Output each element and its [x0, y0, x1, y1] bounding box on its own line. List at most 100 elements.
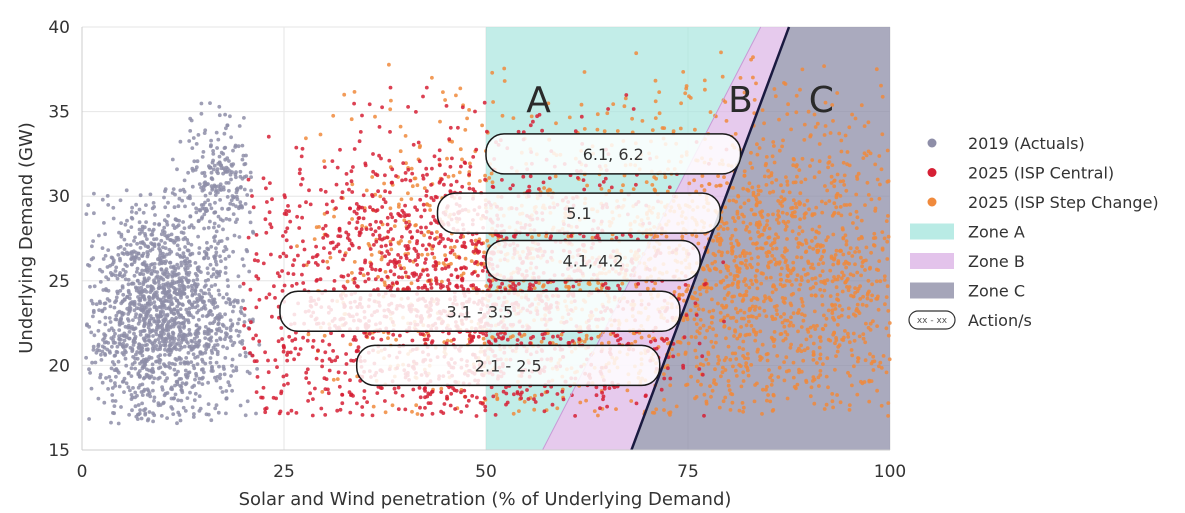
data-point [234, 365, 239, 370]
data-point [785, 273, 790, 278]
data-point [674, 404, 679, 409]
data-point [247, 210, 252, 215]
data-point [587, 282, 592, 287]
data-point [200, 215, 205, 220]
data-point [817, 335, 822, 340]
data-point [874, 267, 879, 272]
data-point [779, 195, 784, 199]
data-point [777, 148, 782, 153]
data-point [791, 180, 796, 185]
data-point [812, 401, 817, 406]
data-point [791, 198, 796, 203]
data-point [808, 164, 812, 168]
data-point [779, 266, 784, 271]
data-point [698, 318, 703, 322]
data-point [110, 273, 114, 278]
data-point [224, 169, 229, 174]
data-point [789, 127, 793, 132]
data-point [758, 200, 762, 205]
data-point [812, 112, 817, 117]
data-point [423, 285, 428, 290]
data-point [199, 101, 204, 106]
data-point [196, 133, 201, 137]
data-point [173, 266, 178, 271]
data-point [165, 323, 169, 328]
data-point [126, 312, 131, 316]
data-point [296, 352, 301, 357]
data-point [232, 233, 237, 238]
data-point [314, 244, 318, 249]
data-point [214, 259, 218, 264]
data-point [576, 176, 580, 180]
data-point [830, 311, 835, 315]
data-point [203, 200, 207, 205]
data-point [780, 296, 785, 300]
data-point [768, 399, 773, 404]
data-point [123, 262, 128, 267]
data-point [809, 293, 814, 298]
data-point [180, 198, 185, 203]
data-point [861, 336, 866, 341]
data-point [687, 181, 692, 186]
data-point [864, 245, 869, 250]
data-point [107, 375, 112, 379]
data-point [886, 179, 891, 184]
data-point [206, 402, 211, 406]
data-point [161, 277, 166, 282]
data-point [151, 227, 156, 232]
data-point [707, 309, 712, 314]
data-point [457, 170, 462, 175]
data-point [170, 330, 175, 335]
data-point [741, 379, 746, 383]
data-point [471, 249, 476, 254]
data-point [220, 390, 225, 394]
data-point [360, 224, 365, 228]
data-point [808, 334, 813, 339]
data-point [291, 272, 296, 276]
data-point [210, 364, 214, 369]
data-point [790, 283, 794, 287]
data-point [756, 262, 760, 266]
data-point [731, 216, 735, 220]
data-point [812, 175, 817, 180]
data-point [105, 347, 110, 352]
data-point [207, 342, 211, 347]
data-point [730, 400, 735, 405]
data-point [224, 217, 229, 221]
data-point [453, 407, 457, 411]
data-point [415, 278, 420, 283]
data-point [129, 225, 134, 230]
data-point [877, 364, 881, 369]
data-point [821, 249, 826, 254]
data-point [522, 332, 527, 337]
data-point [242, 306, 247, 311]
data-point [292, 357, 296, 362]
data-point [170, 270, 175, 274]
data-point [836, 315, 841, 320]
data-point [126, 229, 131, 234]
data-point [379, 244, 384, 249]
data-point [806, 109, 811, 114]
data-point [199, 111, 204, 116]
data-point [845, 285, 849, 289]
data-point [197, 251, 202, 256]
data-point [759, 246, 763, 251]
data-point [122, 247, 127, 252]
data-point [746, 198, 751, 203]
data-point [137, 411, 142, 416]
data-point [158, 365, 163, 370]
data-point [749, 150, 753, 155]
data-point [736, 242, 741, 247]
data-point [415, 208, 419, 212]
data-point [159, 414, 164, 418]
data-point [595, 127, 600, 132]
data-point [626, 341, 631, 346]
data-point [139, 313, 143, 318]
data-point [774, 178, 779, 182]
data-point [650, 128, 655, 133]
data-point [429, 221, 433, 226]
data-point [103, 353, 108, 357]
data-point [137, 227, 142, 232]
data-point [467, 108, 471, 112]
data-point [113, 331, 117, 336]
